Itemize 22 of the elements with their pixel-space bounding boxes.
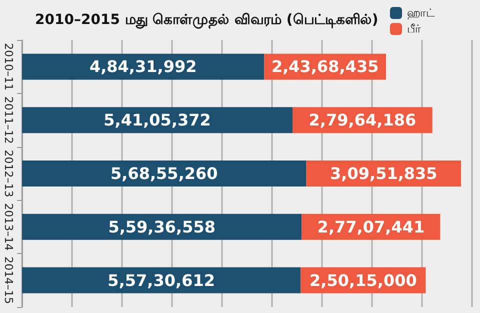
data-label: 3,09,51,835	[330, 164, 438, 183]
legend-label: பீர்	[407, 22, 421, 36]
data-label: 2,77,07,441	[317, 217, 425, 236]
legend-label: ஹாட்	[407, 6, 435, 20]
y-tick-label: 2010–11	[2, 42, 15, 90]
data-label: 5,59,36,558	[108, 217, 216, 236]
data-label: 2,50,15,000	[310, 270, 417, 290]
data-label: 5,68,55,260	[110, 164, 218, 183]
data-label: 5,41,05,372	[104, 110, 211, 130]
y-tick-label: 2014–15	[2, 256, 15, 304]
bar	[22, 107, 293, 134]
bar	[22, 214, 302, 240]
y-tick-label: 2012–13	[2, 150, 15, 198]
bar	[22, 160, 306, 186]
y-tick-label: 2011–12	[2, 96, 15, 144]
data-label: 4,84,31,992	[89, 57, 197, 76]
bar	[22, 267, 301, 294]
y-tick-label: 2013–14	[2, 203, 15, 251]
chart-title: 2010–2015 மது கொள்முதல் விவரம் (பெட்டிகளில்)	[35, 12, 378, 29]
data-label: 5,57,30,612	[108, 270, 215, 290]
data-label: 2,43,68,435	[271, 57, 379, 76]
data-label: 2,79,64,186	[308, 110, 416, 130]
